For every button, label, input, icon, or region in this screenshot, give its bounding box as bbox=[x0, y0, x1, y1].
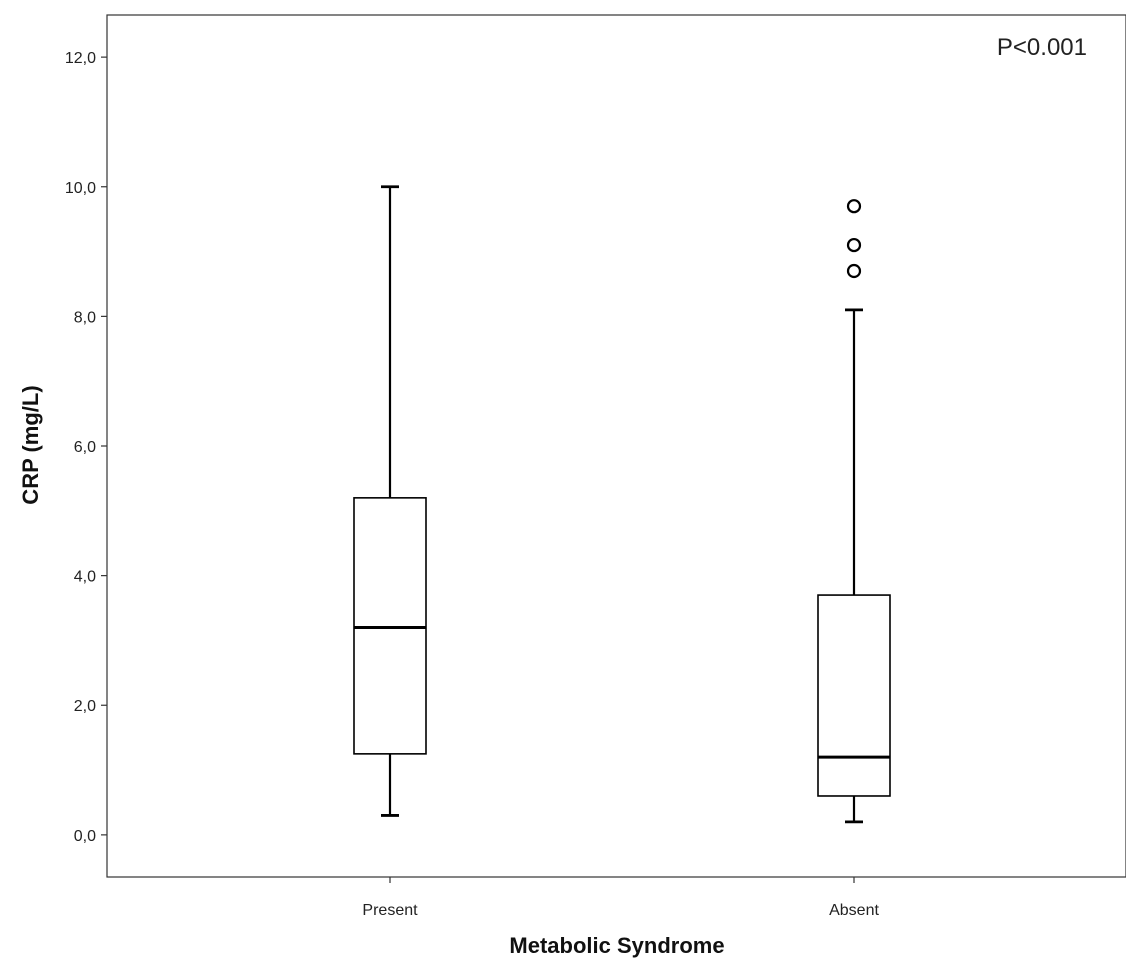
iqr-box bbox=[353, 497, 427, 755]
y-axis-title: CRP (mg/L) bbox=[18, 385, 43, 504]
y-tick-label: 10,0 bbox=[65, 180, 96, 197]
y-tick-label: 6,0 bbox=[74, 439, 96, 456]
outlier-point bbox=[846, 237, 862, 253]
y-tick-label: 12,0 bbox=[65, 50, 96, 67]
outlier-point bbox=[846, 199, 862, 214]
x-tick-label: Absent bbox=[829, 902, 879, 919]
y-tick-label: 2,0 bbox=[74, 698, 96, 715]
p-value-annotation: P<0.001 bbox=[997, 34, 1087, 61]
y-tick-label: 8,0 bbox=[74, 309, 96, 326]
y-tick-label: 0,0 bbox=[74, 828, 96, 845]
y-tick-label: 4,0 bbox=[74, 569, 96, 586]
box-present bbox=[353, 185, 427, 817]
box-absent bbox=[817, 199, 891, 824]
plot-frame bbox=[106, 14, 1126, 878]
x-axis-title: Metabolic Syndrome bbox=[509, 933, 724, 958]
iqr-box bbox=[817, 594, 891, 797]
outlier-point bbox=[846, 263, 862, 279]
x-tick-label: Present bbox=[362, 902, 418, 919]
